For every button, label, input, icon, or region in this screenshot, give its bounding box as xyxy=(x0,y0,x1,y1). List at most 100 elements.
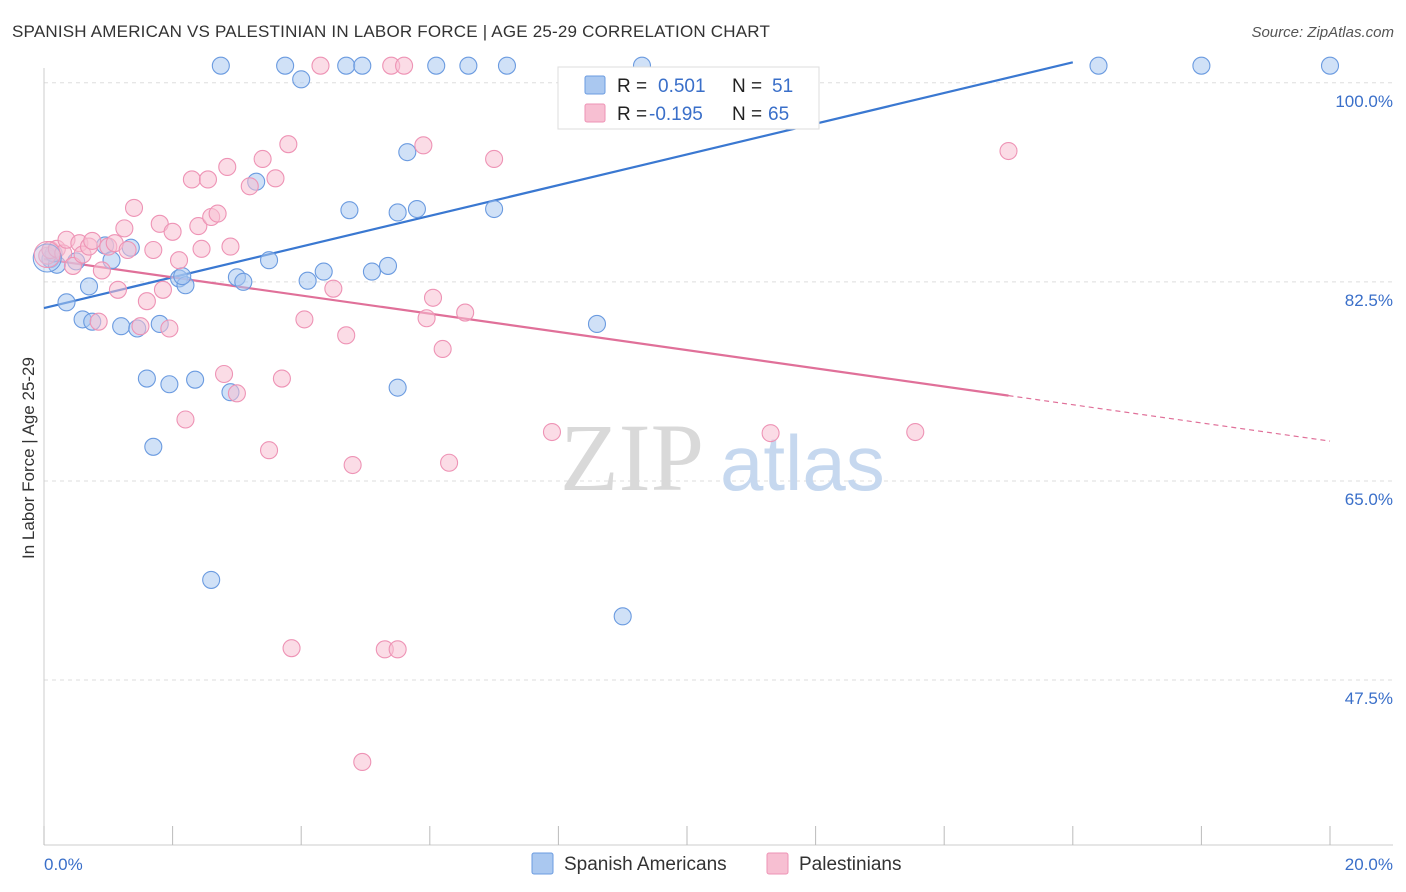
stats-r-value-2: -0.195 xyxy=(649,104,703,125)
point-palestinians xyxy=(108,280,127,299)
point-spanish-americans xyxy=(314,262,333,281)
point-palestinians xyxy=(337,326,356,345)
point-spanish-americans xyxy=(1320,56,1340,75)
point-palestinians xyxy=(259,441,279,460)
stats-r-value-1: 0.501 xyxy=(658,76,706,97)
stats-legend: R = 0.501 N = 51 R = -0.195 N = 65 xyxy=(557,66,820,130)
point-spanish-americans xyxy=(459,56,478,75)
point-palestinians xyxy=(266,169,285,188)
stats-n-value-1: 51 xyxy=(772,76,793,97)
point-spanish-americans xyxy=(144,437,163,456)
axes xyxy=(43,68,1393,846)
grid-lines xyxy=(44,82,1393,681)
x-tick-label: 0.0% xyxy=(44,855,83,874)
chart-title: SPANISH AMERICAN VS PALESTINIAN IN LABOR… xyxy=(12,22,771,41)
point-palestinians xyxy=(221,237,240,256)
point-palestinians xyxy=(295,310,314,329)
point-palestinians xyxy=(214,364,234,384)
y-tick-label: 47.5% xyxy=(1345,689,1393,708)
stats-n-label-2: N = xyxy=(732,104,762,125)
point-palestinians xyxy=(169,251,189,270)
point-palestinians xyxy=(124,198,144,217)
point-palestinians xyxy=(163,222,182,241)
point-spanish-americans xyxy=(1089,56,1108,75)
point-spanish-americans xyxy=(613,607,632,626)
stats-r-label-2: R = xyxy=(617,104,647,125)
point-spanish-americans xyxy=(292,70,311,89)
trend-lines xyxy=(43,61,1331,442)
point-spanish-americans xyxy=(211,56,230,75)
point-spanish-americans xyxy=(79,277,99,296)
point-spanish-americans xyxy=(137,369,156,388)
point-palestinians xyxy=(906,422,925,442)
point-palestinians xyxy=(227,384,246,403)
point-spanish-americans xyxy=(388,203,407,222)
point-palestinians xyxy=(208,204,227,223)
point-palestinians xyxy=(311,56,330,75)
point-spanish-americans xyxy=(587,314,607,333)
point-palestinians xyxy=(115,219,134,238)
point-spanish-americans xyxy=(337,56,356,75)
point-spanish-americans xyxy=(234,272,253,291)
point-palestinians xyxy=(388,640,407,659)
trend-line-extension xyxy=(1008,395,1331,442)
point-palestinians xyxy=(118,240,137,260)
y-tick-label: 100.0% xyxy=(1335,92,1393,111)
point-palestinians xyxy=(279,135,298,154)
watermark-zip: ZIP xyxy=(560,404,704,511)
tick-labels: 100.0% 82.5% 65.0% 47.5% 0.0% 20.0% xyxy=(44,92,1393,874)
point-palestinians xyxy=(182,170,201,189)
point-spanish-americans xyxy=(1192,56,1211,75)
point-palestinians xyxy=(282,639,301,658)
point-spanish-americans xyxy=(298,271,317,290)
point-palestinians xyxy=(253,149,272,169)
point-palestinians xyxy=(433,339,452,359)
point-palestinians xyxy=(89,312,108,331)
point-spanish-americans xyxy=(276,56,295,75)
bottom-legend: Spanish Americans Palestinians xyxy=(531,852,901,875)
point-palestinians xyxy=(414,136,433,155)
point-spanish-americans xyxy=(340,201,359,220)
point-spanish-americans xyxy=(362,262,381,281)
point-cluster-palestinians xyxy=(33,241,61,269)
point-palestinians xyxy=(761,424,780,443)
point-palestinians xyxy=(137,292,156,311)
point-palestinians xyxy=(192,239,211,258)
point-palestinians xyxy=(417,309,436,328)
x-tick-label: 20.0% xyxy=(1345,855,1393,874)
y-tick-label: 82.5% xyxy=(1345,291,1393,310)
point-spanish-americans xyxy=(160,375,179,394)
point-spanish-americans xyxy=(259,251,279,270)
point-spanish-americans xyxy=(485,199,504,219)
point-palestinians xyxy=(240,177,259,196)
point-palestinians xyxy=(423,288,443,307)
point-spanish-americans xyxy=(57,293,76,312)
point-palestinians xyxy=(83,231,102,250)
point-spanish-americans xyxy=(427,56,446,75)
stats-n-value-2: 65 xyxy=(768,104,789,125)
legend-label-spanish-americans: Spanish Americans xyxy=(564,854,727,875)
point-palestinians xyxy=(456,303,475,322)
point-spanish-americans xyxy=(112,317,131,336)
trend-line-palestinians xyxy=(43,258,1009,397)
legend-label-palestinians: Palestinians xyxy=(799,854,901,875)
point-palestinians xyxy=(144,240,163,260)
legend-swatch-palestinians xyxy=(766,852,789,875)
point-spanish-americans xyxy=(378,256,398,275)
point-palestinians xyxy=(198,170,218,189)
point-palestinians xyxy=(353,752,372,771)
point-spanish-americans xyxy=(353,56,372,75)
point-spanish-americans xyxy=(398,143,417,162)
y-axis-label: In Labor Force | Age 25-29 xyxy=(19,357,38,559)
point-palestinians xyxy=(272,369,291,388)
point-palestinians xyxy=(343,455,362,475)
watermark-atlas: atlas xyxy=(720,419,885,507)
stats-r-label-1: R = xyxy=(617,76,647,97)
point-palestinians xyxy=(131,317,150,336)
point-palestinians xyxy=(485,149,504,169)
point-palestinians xyxy=(542,422,562,442)
point-spanish-americans xyxy=(173,267,192,286)
point-spanish-americans xyxy=(407,199,426,219)
point-palestinians xyxy=(324,279,343,298)
